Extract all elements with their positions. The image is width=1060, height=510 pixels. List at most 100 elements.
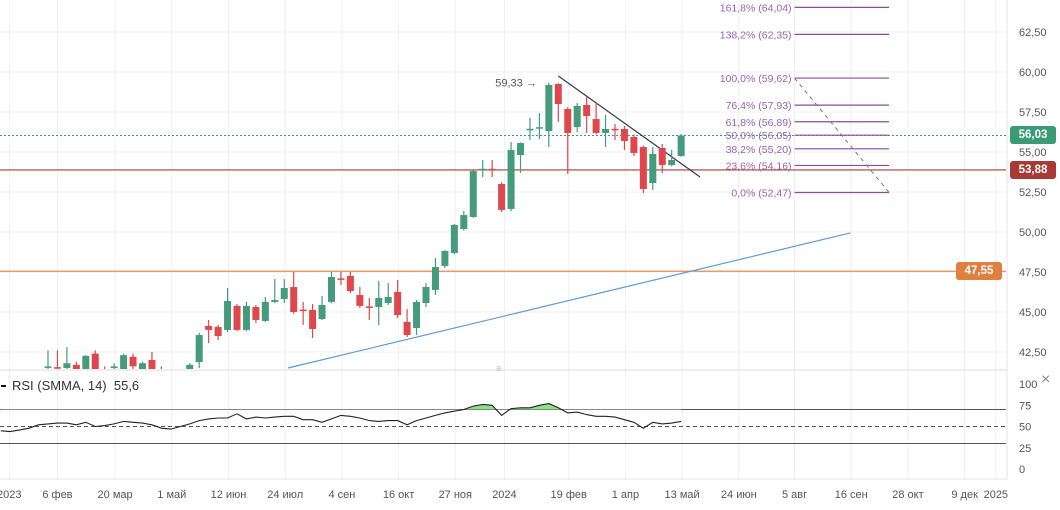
x-tick-label: 27 ноя bbox=[439, 489, 472, 501]
candle-body bbox=[620, 128, 628, 141]
candle bbox=[110, 363, 118, 369]
candle-body bbox=[602, 128, 610, 133]
candle bbox=[299, 301, 307, 325]
candle-body bbox=[450, 224, 458, 253]
candle bbox=[280, 279, 288, 304]
price-tick-label: 52,50 bbox=[1019, 187, 1047, 199]
candle bbox=[526, 117, 534, 140]
candle bbox=[422, 283, 430, 308]
candle-body bbox=[375, 297, 383, 308]
candle-body bbox=[346, 276, 354, 292]
fib-level-label: 161,8% (64,04) bbox=[720, 2, 792, 14]
candle bbox=[53, 350, 61, 369]
rsi-pane bbox=[0, 403, 1006, 444]
fib-level-label: 138,2% (62,35) bbox=[720, 29, 792, 41]
candle bbox=[252, 304, 260, 324]
candle bbox=[271, 279, 279, 304]
candle bbox=[290, 272, 298, 314]
rsi-color-marker bbox=[1, 385, 6, 387]
candle-body bbox=[583, 104, 591, 116]
candle bbox=[488, 160, 496, 177]
candle bbox=[224, 288, 232, 332]
candle bbox=[186, 363, 194, 369]
x-tick-label: 24 июн bbox=[721, 489, 757, 501]
candle-body bbox=[337, 278, 345, 280]
high-price-annotation: 59,33 → bbox=[495, 78, 537, 90]
candle-body bbox=[252, 307, 260, 320]
pane-resize-handle[interactable]: ≡ bbox=[496, 364, 502, 375]
candle-body bbox=[469, 171, 477, 217]
candle bbox=[205, 320, 213, 344]
candle bbox=[195, 332, 203, 368]
x-tick-label: 20 мар bbox=[98, 489, 133, 501]
candle-body bbox=[318, 304, 326, 320]
level-badge-red: 53,88 bbox=[1010, 161, 1056, 179]
fib-level-label: 23,6% (54,16) bbox=[726, 160, 792, 172]
candle bbox=[72, 361, 80, 369]
candle-body bbox=[72, 364, 80, 369]
candle-body bbox=[91, 353, 99, 369]
candle-body bbox=[148, 360, 156, 369]
candle-body bbox=[413, 301, 421, 328]
rsi-axis-label: 100 bbox=[1019, 379, 1037, 391]
candle-body bbox=[658, 148, 666, 165]
candle bbox=[517, 142, 524, 173]
candle bbox=[630, 134, 638, 156]
x-tick-label: 6 фев bbox=[42, 489, 72, 501]
candle-body bbox=[129, 356, 137, 367]
fib-level-label: 50,0% (56,05) bbox=[726, 130, 792, 142]
candle bbox=[479, 160, 487, 177]
rsi-axis-label: 25 bbox=[1019, 443, 1031, 455]
candle bbox=[620, 125, 628, 150]
candle-body bbox=[356, 295, 364, 306]
candle-body bbox=[233, 305, 241, 330]
candle bbox=[658, 144, 666, 173]
x-tick-label: 1 апр bbox=[612, 489, 639, 501]
candle-body bbox=[535, 127, 543, 129]
candle bbox=[63, 347, 71, 369]
candle bbox=[139, 361, 146, 369]
ascending-trendline bbox=[287, 232, 851, 369]
candle-body bbox=[403, 321, 411, 336]
level-badge-orange: 47,55 bbox=[956, 262, 1002, 280]
x-tick-label: 24 июл bbox=[267, 489, 303, 501]
rsi-axis-label: 50 bbox=[1019, 422, 1031, 434]
candle bbox=[564, 107, 572, 174]
candle bbox=[649, 147, 657, 190]
candle-body bbox=[460, 215, 468, 229]
candle-body bbox=[328, 276, 335, 302]
candle-body bbox=[592, 119, 600, 133]
price-tick-label: 55,00 bbox=[1019, 147, 1047, 159]
candle-body bbox=[271, 300, 279, 302]
candle bbox=[460, 211, 468, 231]
x-tick-label: 2025 bbox=[984, 489, 1008, 501]
rsi-axis-label: 75 bbox=[1019, 400, 1031, 412]
rsi-value: 55,6 bbox=[113, 378, 140, 393]
x-tick-label: 13 май bbox=[665, 489, 700, 501]
price-pane: 161,8% (64,04) 138,2% (62,35) 100,0% (59,6… bbox=[0, 2, 1006, 369]
candle bbox=[394, 280, 402, 318]
candle-body bbox=[224, 300, 232, 330]
candle-body bbox=[384, 296, 392, 304]
fib-level-label: 61,8% (56,89) bbox=[726, 117, 792, 129]
candle-body bbox=[573, 105, 581, 128]
candle bbox=[611, 124, 619, 140]
x-tick-label: 16 сен bbox=[835, 489, 868, 501]
candle bbox=[535, 112, 543, 140]
candle-body bbox=[630, 136, 638, 153]
fib-trend-dashed-line bbox=[794, 77, 890, 193]
candle-body bbox=[299, 309, 307, 312]
candle bbox=[214, 324, 222, 340]
close-rsi-icon[interactable]: × bbox=[1041, 371, 1051, 388]
rsi-title: RSI (SMMA, 14) bbox=[12, 378, 107, 393]
fib-level-label: 76,4% (57,93) bbox=[726, 100, 792, 112]
candle bbox=[44, 350, 52, 369]
candle bbox=[554, 83, 562, 122]
candle bbox=[602, 115, 610, 148]
candle-body bbox=[365, 306, 373, 308]
candle bbox=[129, 353, 137, 369]
candle-body bbox=[526, 128, 534, 131]
x-tick-label: 28 окт bbox=[892, 489, 923, 501]
candle-body bbox=[554, 84, 562, 104]
